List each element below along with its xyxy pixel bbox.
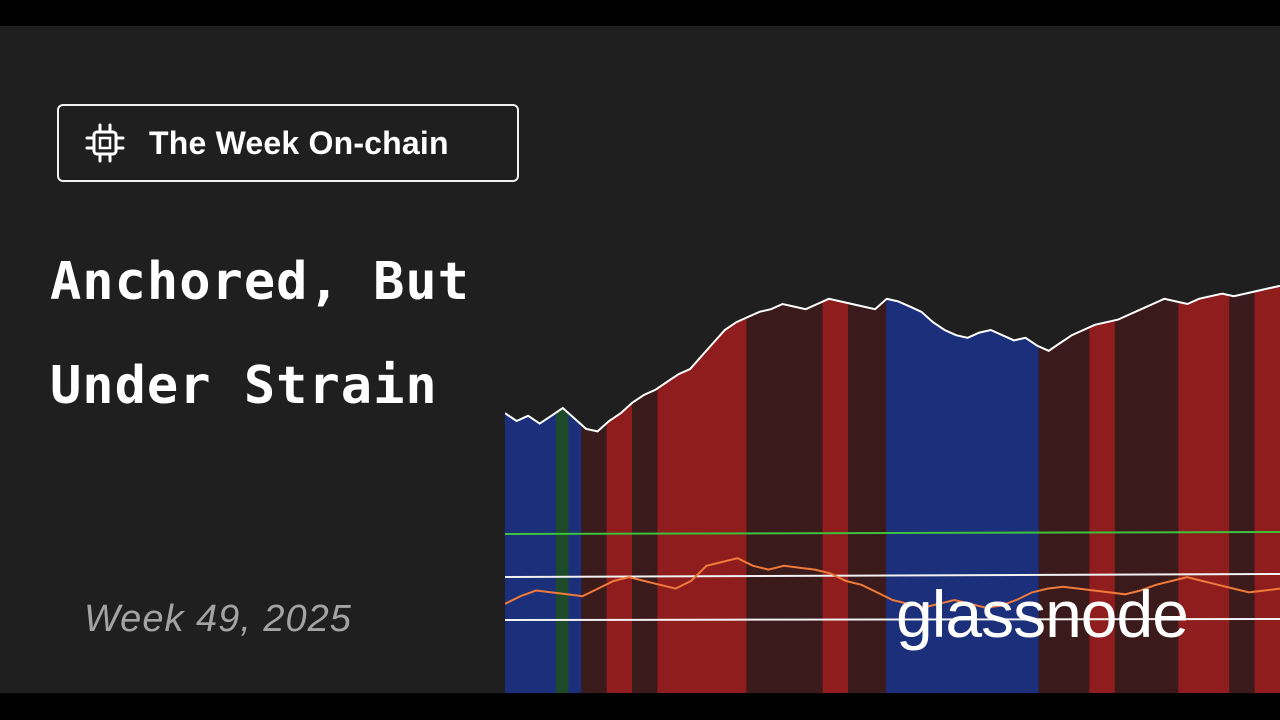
chip-icon (85, 123, 125, 163)
series-badge-label: The Week On-chain (149, 124, 449, 161)
mid-threshold-line (505, 573, 1280, 578)
lower-threshold-line (505, 618, 1280, 621)
headline-line-2: Under Strain (50, 356, 438, 416)
week-label: Week 49, 2025 (84, 598, 352, 640)
thumbnail-canvas: The Week On-chain Anchored, But Under St… (0, 26, 1280, 693)
price-area-mask (505, 196, 1280, 432)
regime-chart (505, 196, 1280, 693)
series-badge: The Week On-chain (57, 104, 519, 182)
regime-bands (505, 196, 1280, 693)
oscillator-line (505, 557, 1280, 609)
glassnode-logo: glassnode (896, 577, 1189, 651)
upper-threshold-line (505, 531, 1280, 535)
headline-line-1: Anchored, But (50, 252, 470, 312)
price-line (505, 284, 1280, 433)
